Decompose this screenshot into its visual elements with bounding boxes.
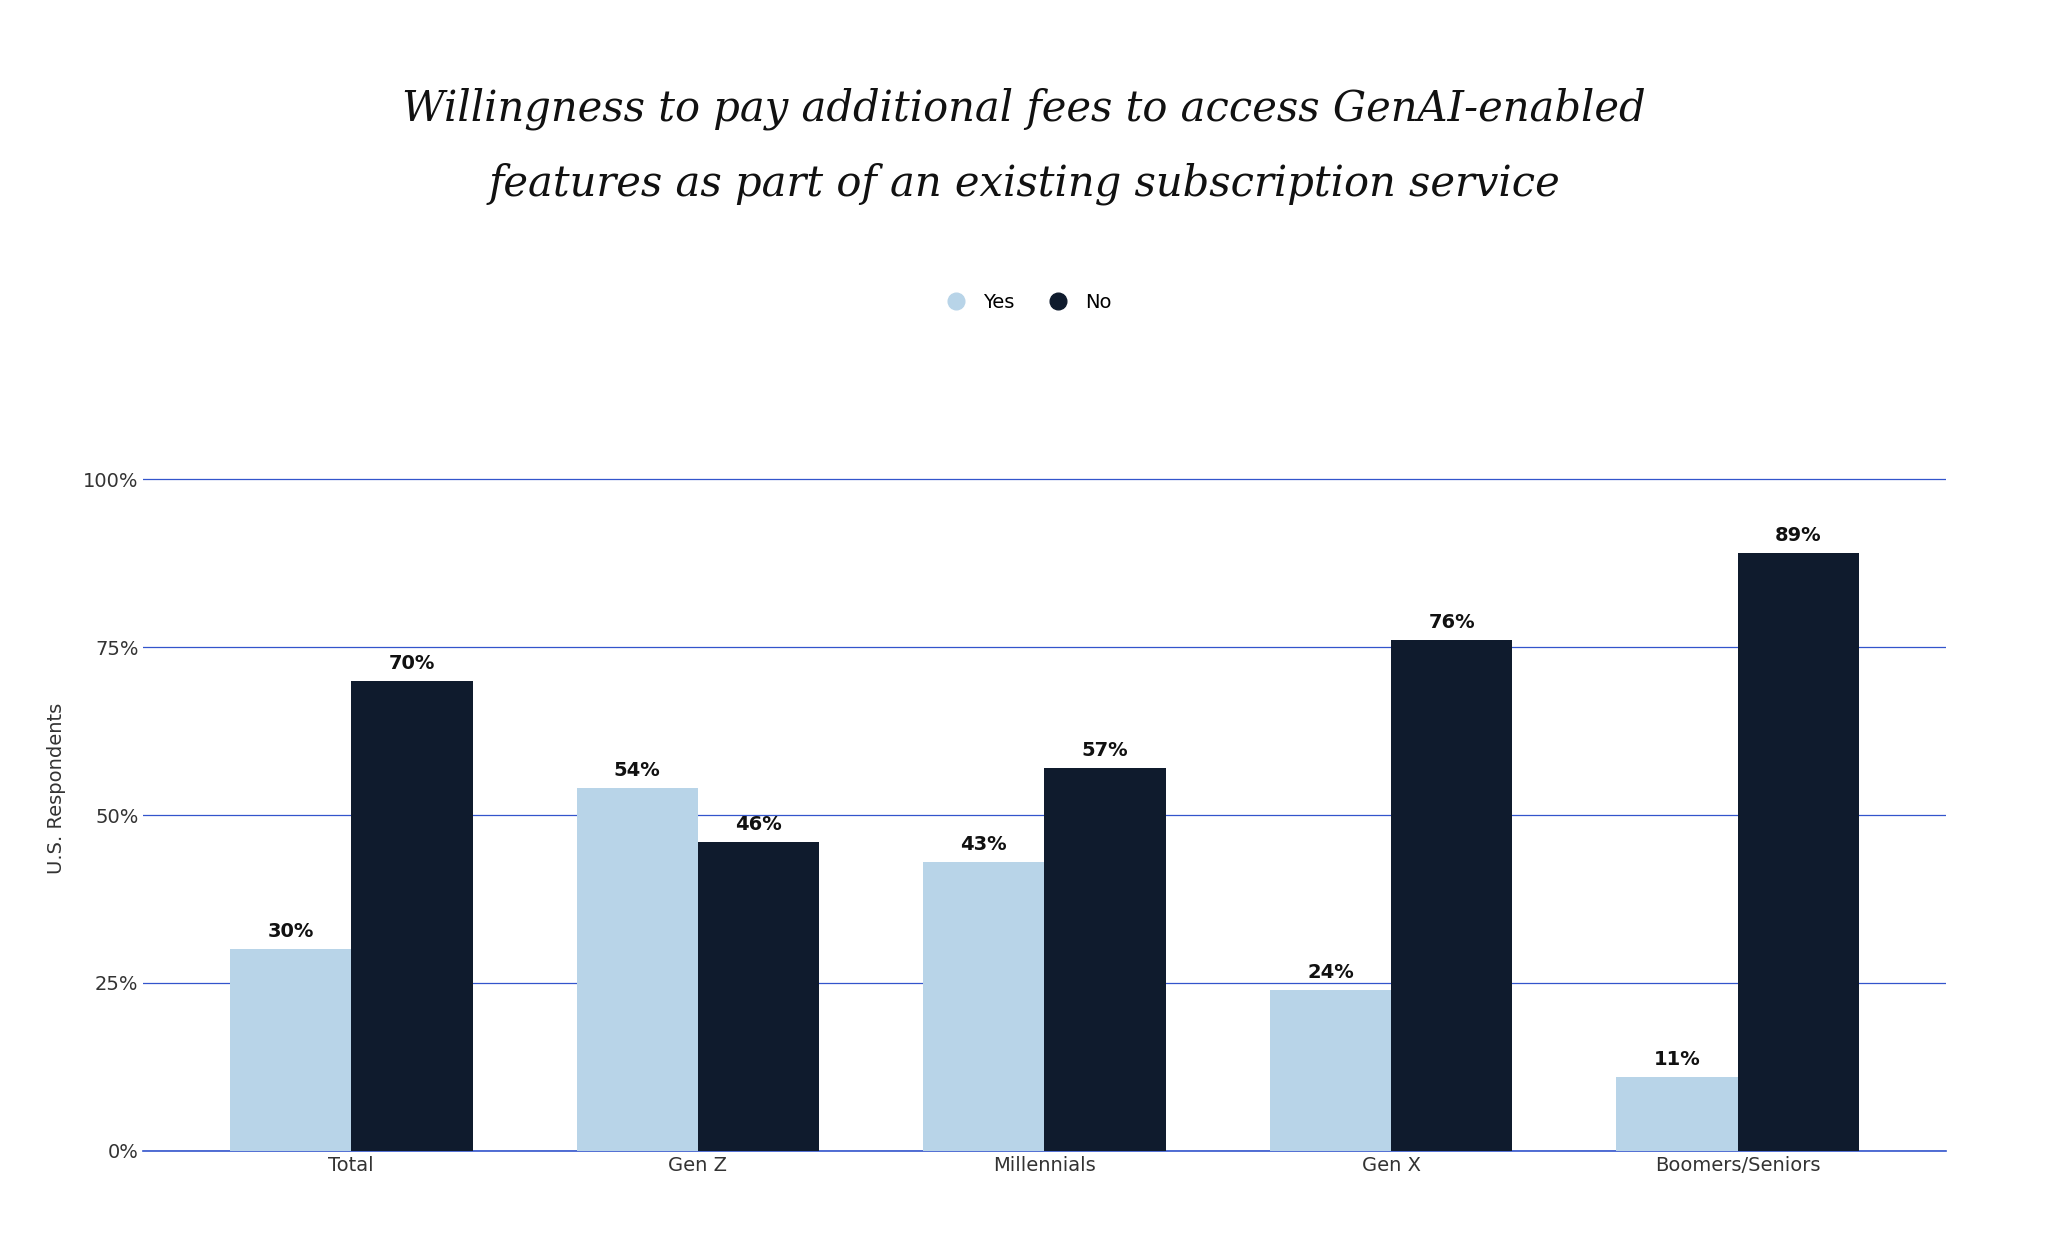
Bar [1737, 553, 1860, 1151]
Bar [1616, 1077, 1737, 1151]
Text: features as part of an existing subscription service: features as part of an existing subscrip… [487, 163, 1561, 205]
Bar [578, 788, 698, 1151]
Text: 70%: 70% [389, 653, 434, 673]
Text: 46%: 46% [735, 814, 782, 834]
Text: 89%: 89% [1776, 525, 1821, 545]
Bar [1044, 768, 1165, 1151]
Y-axis label: U.S. Respondents: U.S. Respondents [47, 703, 66, 873]
Text: 57%: 57% [1081, 741, 1128, 759]
Text: 30%: 30% [268, 922, 313, 941]
Bar [352, 681, 473, 1151]
Text: 11%: 11% [1653, 1050, 1700, 1068]
Text: 24%: 24% [1307, 962, 1354, 982]
Text: Willingness to pay additional fees to access GenAI-enabled: Willingness to pay additional fees to ac… [401, 88, 1647, 130]
Bar [698, 842, 819, 1151]
Bar [1270, 990, 1391, 1151]
Bar [924, 862, 1044, 1151]
Bar [1391, 641, 1511, 1151]
Text: 43%: 43% [961, 834, 1008, 854]
Text: 76%: 76% [1427, 613, 1475, 632]
Bar [229, 950, 352, 1151]
Legend: Yes, No: Yes, No [930, 285, 1118, 319]
Text: 54%: 54% [614, 761, 662, 781]
